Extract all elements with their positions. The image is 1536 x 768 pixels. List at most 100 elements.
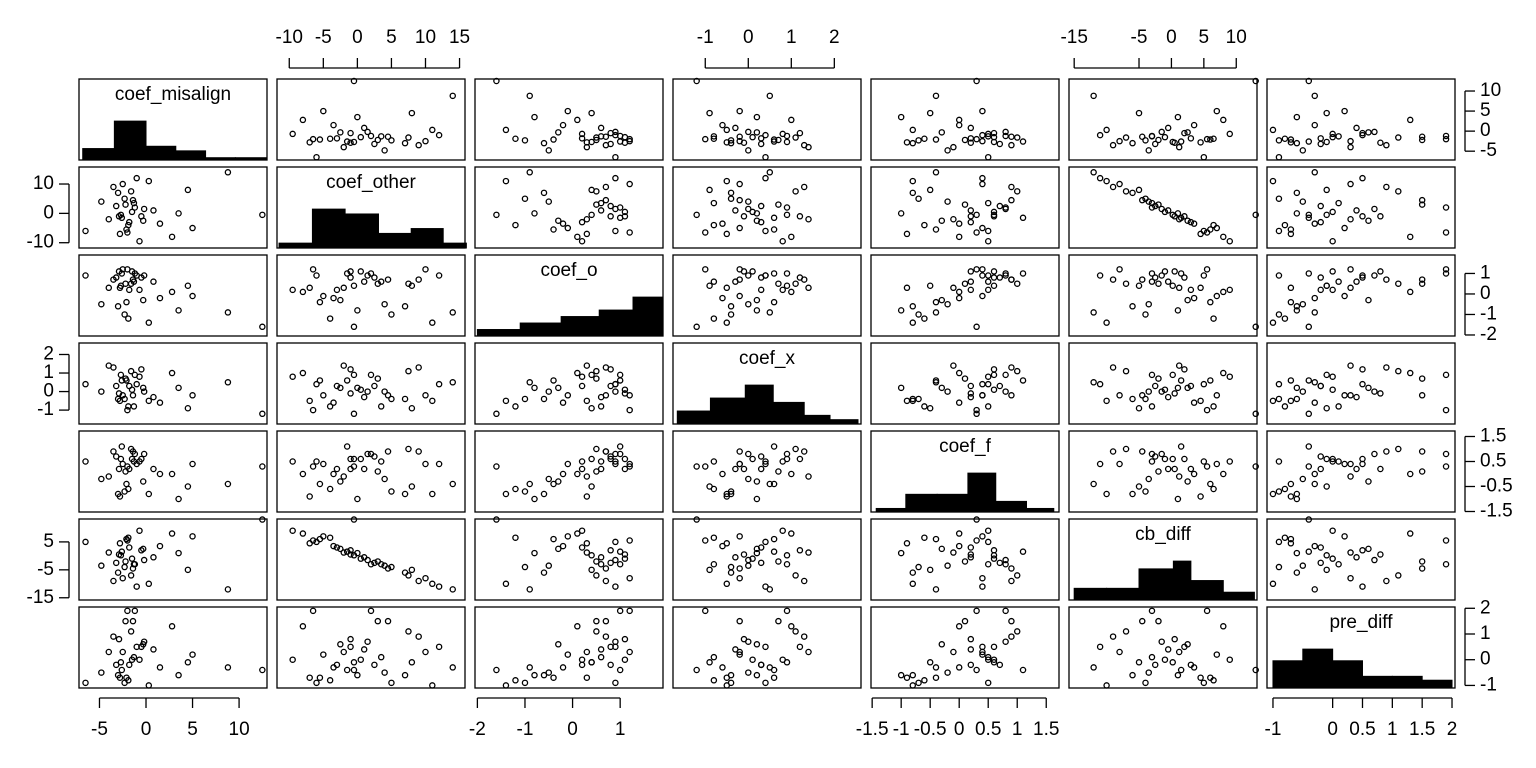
hist-bar bbox=[113, 120, 147, 161]
point bbox=[588, 404, 595, 412]
hist-bar bbox=[1302, 648, 1334, 689]
point bbox=[753, 549, 761, 557]
point bbox=[770, 214, 778, 222]
point bbox=[1299, 147, 1307, 154]
point bbox=[909, 671, 917, 679]
panel-frame bbox=[870, 78, 1060, 161]
point bbox=[550, 377, 557, 384]
point bbox=[593, 558, 600, 565]
point bbox=[1174, 495, 1182, 503]
point bbox=[1287, 226, 1295, 233]
point bbox=[354, 307, 361, 314]
point bbox=[783, 659, 791, 666]
point bbox=[150, 554, 157, 561]
point bbox=[189, 392, 196, 399]
x-tick-label: 0.5 bbox=[1349, 719, 1375, 740]
hist-bar bbox=[234, 157, 267, 161]
point bbox=[1220, 116, 1227, 124]
point bbox=[124, 607, 131, 615]
point bbox=[545, 475, 553, 483]
point bbox=[926, 404, 934, 412]
point bbox=[932, 377, 940, 384]
y-tick-label: 1.5 bbox=[1480, 426, 1506, 447]
point bbox=[326, 315, 334, 322]
point bbox=[1442, 135, 1450, 143]
point bbox=[1442, 406, 1450, 414]
point bbox=[903, 674, 911, 681]
point bbox=[435, 131, 443, 139]
point bbox=[1019, 138, 1027, 145]
point bbox=[1142, 137, 1149, 144]
point bbox=[1335, 199, 1342, 207]
point bbox=[996, 202, 1004, 210]
point bbox=[140, 272, 148, 279]
point bbox=[1406, 288, 1414, 296]
point bbox=[1139, 392, 1146, 399]
point bbox=[1090, 664, 1097, 671]
point bbox=[1122, 628, 1130, 635]
point bbox=[990, 659, 998, 666]
point bbox=[593, 617, 600, 625]
point bbox=[967, 554, 975, 561]
point bbox=[299, 369, 307, 377]
hist-bar bbox=[442, 242, 467, 249]
point bbox=[996, 274, 1004, 281]
point bbox=[347, 390, 354, 397]
point bbox=[493, 463, 500, 470]
point bbox=[938, 545, 946, 553]
point bbox=[932, 674, 940, 681]
point bbox=[128, 386, 136, 393]
point bbox=[1377, 390, 1384, 397]
point bbox=[1293, 549, 1301, 557]
point bbox=[1317, 218, 1324, 226]
point bbox=[124, 229, 131, 236]
x-tick-label: -5 bbox=[91, 719, 108, 740]
point bbox=[1353, 465, 1360, 473]
point bbox=[897, 113, 905, 121]
point bbox=[1096, 460, 1104, 468]
point bbox=[597, 653, 605, 661]
panel-frame bbox=[276, 78, 466, 161]
point bbox=[1207, 480, 1214, 488]
point bbox=[127, 367, 135, 375]
point bbox=[1002, 270, 1009, 277]
point bbox=[984, 286, 992, 294]
point bbox=[1174, 384, 1182, 392]
point bbox=[805, 143, 812, 151]
hist-bar bbox=[1138, 568, 1174, 601]
point bbox=[967, 635, 975, 643]
point bbox=[938, 217, 946, 224]
point bbox=[531, 113, 538, 121]
hist-bar bbox=[803, 414, 831, 425]
y-tick-label: -2 bbox=[1480, 324, 1497, 345]
point bbox=[1139, 196, 1146, 204]
point bbox=[588, 138, 595, 146]
point bbox=[1329, 555, 1336, 562]
point bbox=[796, 547, 804, 554]
point bbox=[1269, 177, 1277, 185]
point bbox=[415, 141, 422, 149]
point bbox=[1184, 129, 1191, 136]
point bbox=[1142, 679, 1149, 687]
point bbox=[1200, 458, 1208, 465]
point bbox=[1359, 274, 1366, 281]
point bbox=[350, 455, 358, 463]
point bbox=[1013, 280, 1021, 287]
point bbox=[1317, 559, 1324, 567]
point bbox=[1210, 403, 1217, 410]
point bbox=[616, 607, 624, 615]
point bbox=[401, 490, 409, 498]
point bbox=[583, 143, 591, 151]
point bbox=[574, 530, 581, 537]
hist-bar bbox=[936, 493, 969, 513]
point bbox=[1275, 380, 1283, 388]
x-tick-label: 1 bbox=[786, 27, 797, 48]
hist-bar bbox=[476, 329, 521, 337]
y-tick-label: -0.5 bbox=[1480, 476, 1513, 497]
hist-bar bbox=[598, 309, 634, 337]
point bbox=[990, 268, 998, 275]
point bbox=[1220, 623, 1227, 630]
point bbox=[422, 266, 429, 273]
point bbox=[559, 470, 567, 478]
point bbox=[1122, 367, 1130, 375]
